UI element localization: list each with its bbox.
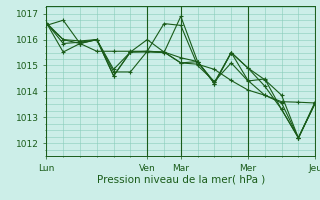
X-axis label: Pression niveau de la mer( hPa ): Pression niveau de la mer( hPa ) — [97, 174, 265, 184]
